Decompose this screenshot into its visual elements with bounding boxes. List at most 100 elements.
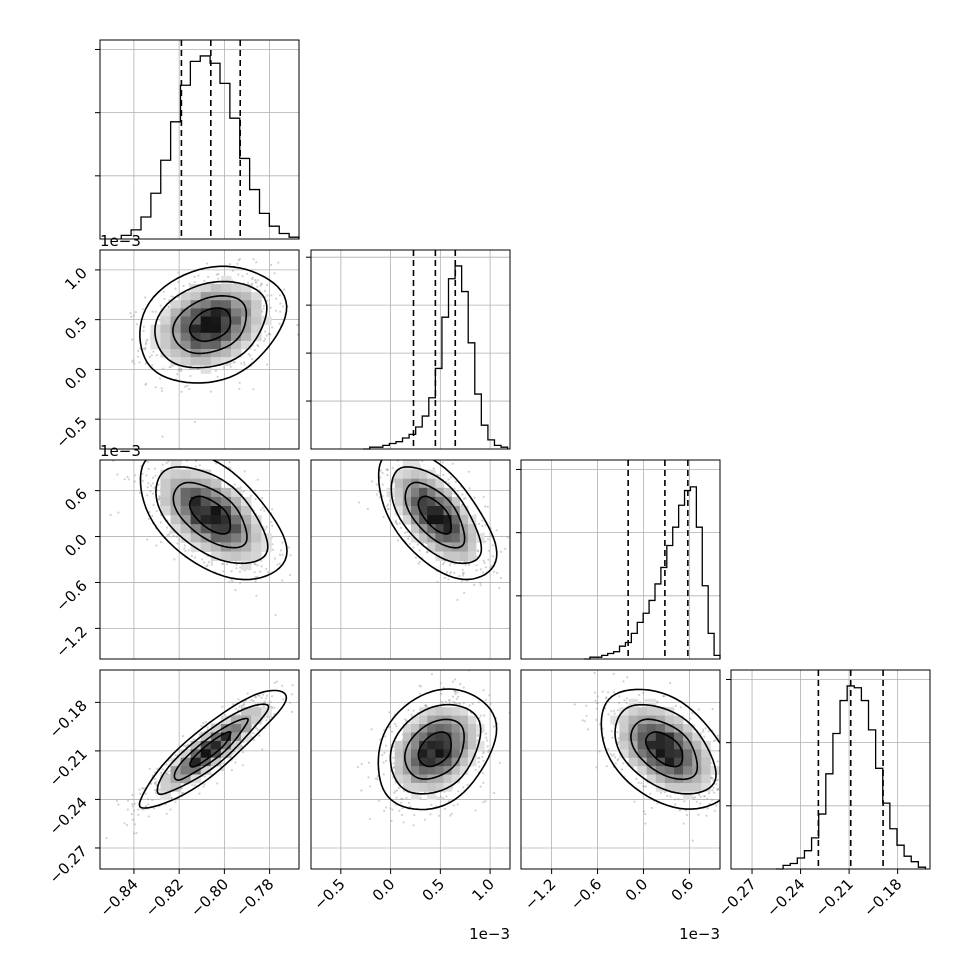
density-cell <box>427 707 436 716</box>
density-cell <box>170 757 181 767</box>
sample-point <box>265 697 268 700</box>
density-cell <box>241 707 252 716</box>
density-cell <box>150 340 161 350</box>
sample-point <box>275 680 278 683</box>
sample-point <box>181 735 185 738</box>
sample-point <box>148 767 151 770</box>
density-cell <box>427 766 436 775</box>
density-cell <box>200 542 212 552</box>
density-cell <box>180 749 192 759</box>
density-cell <box>435 533 444 543</box>
density-cell <box>419 515 428 525</box>
density-cell <box>402 757 412 767</box>
density-cell <box>160 478 171 489</box>
sample-point <box>165 526 169 529</box>
sample-point <box>482 559 485 562</box>
density-cell <box>402 506 412 516</box>
density-cell <box>210 740 222 750</box>
density-cell <box>220 487 232 498</box>
sample-point <box>188 367 192 371</box>
sample-point <box>303 308 305 310</box>
density-cell <box>220 551 232 561</box>
sample-point <box>132 359 135 362</box>
density-cell <box>241 515 252 525</box>
sample-point <box>463 560 467 563</box>
sample-point <box>222 570 225 573</box>
sample-point <box>131 338 134 341</box>
sample-point <box>147 815 150 818</box>
sample-point <box>165 461 168 464</box>
density-cell <box>435 506 444 516</box>
sample-point <box>296 323 299 327</box>
sample-point <box>211 561 214 564</box>
density-cell <box>451 707 461 716</box>
density-cell <box>241 715 252 725</box>
sample-point <box>263 701 266 704</box>
sample-point <box>459 683 462 686</box>
density-cell <box>180 487 192 498</box>
sample-point <box>184 385 187 388</box>
sample-point <box>486 505 489 508</box>
sample-point <box>462 571 465 575</box>
density-cell <box>241 332 252 342</box>
sample-point <box>490 564 493 567</box>
sample-point <box>221 769 224 772</box>
density-cell <box>160 316 171 325</box>
sample-point <box>496 571 499 575</box>
density-cell <box>200 292 212 301</box>
sample-point <box>448 699 451 702</box>
density-cell <box>210 757 222 767</box>
sample-point <box>458 702 461 705</box>
density-cell <box>210 551 222 561</box>
sample-point <box>278 294 281 297</box>
density-cell <box>427 757 436 767</box>
sample-point <box>468 704 471 707</box>
sample-point <box>396 539 399 542</box>
sample-point <box>152 503 155 506</box>
sample-point <box>384 759 388 762</box>
sample-point <box>405 719 408 722</box>
sample-point <box>158 495 161 498</box>
density-cell <box>190 308 202 317</box>
sample-point <box>401 813 404 817</box>
density-cell <box>451 724 461 733</box>
sample-point <box>261 230 263 232</box>
sample-point <box>447 478 450 481</box>
density-cell <box>241 551 252 561</box>
sample-point <box>145 341 148 344</box>
sample-point <box>482 781 485 784</box>
sample-point <box>283 288 286 291</box>
sample-point <box>239 566 242 569</box>
sample-point <box>131 793 134 797</box>
density-cell <box>251 515 262 525</box>
sample-point <box>424 704 427 707</box>
sample-point <box>269 306 272 309</box>
sample-point <box>265 334 268 337</box>
sample-point <box>477 701 480 704</box>
density-cell <box>411 715 420 725</box>
sample-point <box>246 692 249 695</box>
sample-point <box>154 386 157 389</box>
sample-point <box>178 538 181 541</box>
density-cell <box>451 524 461 534</box>
density-cell <box>190 469 202 480</box>
sample-point <box>97 850 99 852</box>
sample-point <box>376 778 379 781</box>
sample-point <box>456 695 460 698</box>
sample-point <box>237 698 240 701</box>
sample-point <box>385 468 388 471</box>
sample-point <box>445 571 449 574</box>
density-cell <box>251 324 262 334</box>
density-cell <box>220 340 232 350</box>
sample-point <box>191 783 194 786</box>
sample-point <box>481 755 484 758</box>
sample-point <box>231 580 234 583</box>
sample-point <box>445 795 448 798</box>
sample-point <box>259 284 262 287</box>
sample-point <box>477 757 480 760</box>
density-cell <box>220 533 232 543</box>
density-cell <box>160 332 171 342</box>
pair-panel-p0-p1 <box>99 230 305 450</box>
density-cell <box>200 766 212 775</box>
density-cell <box>402 460 412 470</box>
